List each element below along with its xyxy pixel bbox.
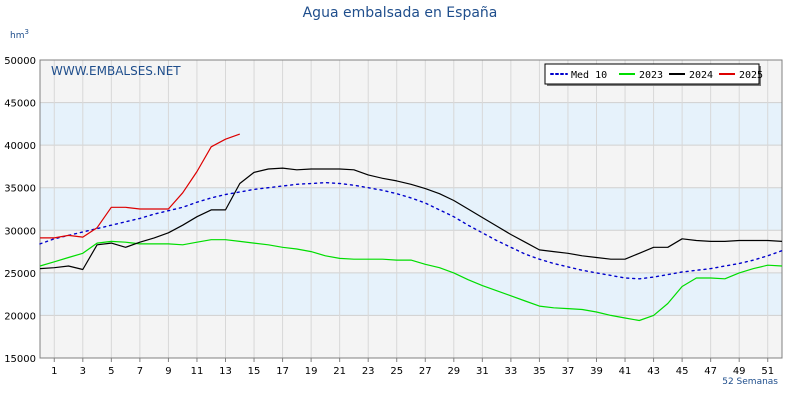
band — [40, 145, 782, 188]
x-tick-label: 19 — [305, 366, 318, 377]
y-tick-label: 20000 — [4, 311, 36, 322]
background-bands — [40, 60, 782, 358]
band — [40, 102, 782, 146]
y-tick-label: 50000 — [4, 56, 36, 67]
x-tick-label: 29 — [447, 366, 460, 377]
series-line-2024 — [39, 167, 783, 271]
x-tick-label: 27 — [419, 366, 432, 377]
y-tick-label: 30000 — [4, 226, 36, 237]
legend-label: 2024 — [689, 70, 713, 81]
legend: Med 10 2023 2024 2025 — [544, 63, 763, 86]
grid-lines — [39, 59, 783, 359]
x-tick-label: 33 — [505, 366, 518, 377]
x-axis-ticks: 1 3 5 7 9 11 13 15 17 19 21 23 25 27 29 31 33 35 37 39 41 43 4… — [51, 358, 774, 377]
y-axis-unit-base: hm — [10, 31, 24, 41]
y-tick-label: 15000 — [4, 354, 36, 365]
x-tick-label: 15 — [248, 366, 261, 377]
x-tick-label: 47 — [704, 366, 717, 377]
y-tick-label: 25000 — [4, 269, 36, 280]
chart-title: Agua embalsada en España — [303, 5, 498, 21]
band — [40, 272, 782, 316]
y-tick-label: 45000 — [4, 99, 36, 110]
x-tick-label: 25 — [390, 366, 403, 377]
series-layer — [39, 133, 783, 322]
x-tick-label: 39 — [590, 366, 603, 377]
band — [40, 315, 782, 358]
band — [40, 230, 782, 273]
x-tick-label: 17 — [276, 366, 289, 377]
legend-label: 2023 — [639, 70, 663, 81]
y-tick-label: 40000 — [4, 141, 36, 152]
legend-label: Med 10 — [571, 70, 607, 81]
series-line-2025 — [40, 133, 241, 239]
x-tick-label: 45 — [676, 366, 689, 377]
watermark: WWW.EMBALSES.NET — [51, 64, 181, 78]
x-tick-label: 7 — [137, 366, 143, 377]
x-tick-label: 5 — [108, 366, 114, 377]
x-tick-label: 49 — [733, 366, 746, 377]
x-tick-label: 13 — [219, 366, 232, 377]
x-tick-label: 41 — [619, 366, 632, 377]
legend-box — [544, 63, 760, 85]
x-tick-label: 3 — [80, 366, 86, 377]
x-axis-label: 52 Semanas — [722, 377, 778, 387]
x-tick-label: 35 — [533, 366, 546, 377]
x-tick-label: 11 — [191, 366, 204, 377]
series-line-2023 — [39, 239, 783, 322]
x-tick-label: 43 — [647, 366, 660, 377]
x-tick-label: 21 — [333, 366, 346, 377]
x-tick-label: 31 — [476, 366, 489, 377]
y-tick-label: 35000 — [4, 184, 36, 195]
y-axis-unit-superscript: 3 — [24, 28, 28, 36]
x-tick-label: 1 — [51, 366, 57, 377]
x-tick-label: 51 — [761, 366, 774, 377]
x-tick-label: 37 — [562, 366, 575, 377]
legend-label: 2025 — [739, 70, 763, 81]
x-tick-label: 23 — [362, 366, 375, 377]
series-line-med-10 — [39, 181, 783, 280]
x-tick-label: 9 — [165, 366, 171, 377]
plot-frame — [39, 59, 783, 359]
y-axis-ticks: 15000 20000 25000 30000 35000 40000 45000 50000 — [4, 56, 36, 365]
y-axis-unit: hm3 — [10, 28, 29, 41]
